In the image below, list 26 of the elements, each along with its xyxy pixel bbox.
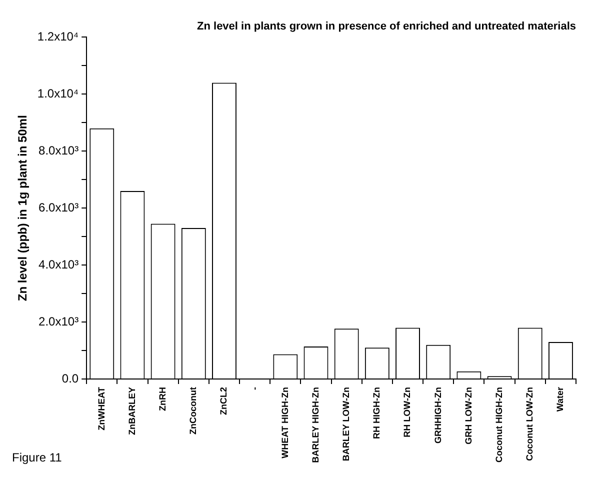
y-tick-label: 1.0x10⁴ bbox=[37, 86, 79, 100]
chart-title: Zn level in plants grown in presence of enriched and untreated materials bbox=[197, 20, 576, 33]
x-tick-label: BARLEY LOW-Zn bbox=[341, 387, 352, 462]
y-tick-label: 6.0x10³ bbox=[38, 200, 79, 214]
y-axis-title: Zn level (ppb) in 1g plant in 50ml bbox=[16, 115, 30, 302]
y-tick-label: 1.2x10⁴ bbox=[37, 30, 79, 44]
x-tick-label: ZnWHEAT bbox=[96, 386, 106, 430]
x-tick-label: RH HIGH-Zn bbox=[372, 387, 382, 440]
x-tick-label: Coconut LOW-Zn bbox=[524, 387, 535, 461]
x-tick-label: Coconut HIGH-Zn bbox=[494, 387, 504, 463]
y-tick-label: 4.0x10³ bbox=[38, 257, 79, 272]
x-tick-label: GRH LOW-Zn bbox=[463, 387, 474, 444]
x-tick-label: ZnBARLEY bbox=[126, 387, 137, 436]
y-tick-label: 8.0x10³ bbox=[38, 143, 79, 158]
y-tick-label: 0.0 bbox=[62, 371, 79, 386]
x-tick-label: WHEAT HIGH-Zn bbox=[280, 387, 290, 458]
x-tick-label: Water bbox=[555, 386, 566, 412]
x-tick-label: GRHHIGH-Zn bbox=[432, 387, 443, 444]
caption: Figure 11 bbox=[12, 450, 62, 464]
x-tick-label: ZnCoconut bbox=[188, 387, 198, 435]
x-tick-label: RH LOW-Zn bbox=[402, 387, 412, 438]
y-tick-label: 2.0x10³ bbox=[38, 314, 79, 328]
x-tick-label: BARLEY HIGH-Zn bbox=[310, 387, 320, 463]
x-tick-label: ZnRH bbox=[158, 387, 168, 412]
x-tick-label: ZnCL2 bbox=[218, 387, 229, 416]
x-tick-label: - bbox=[249, 387, 260, 390]
